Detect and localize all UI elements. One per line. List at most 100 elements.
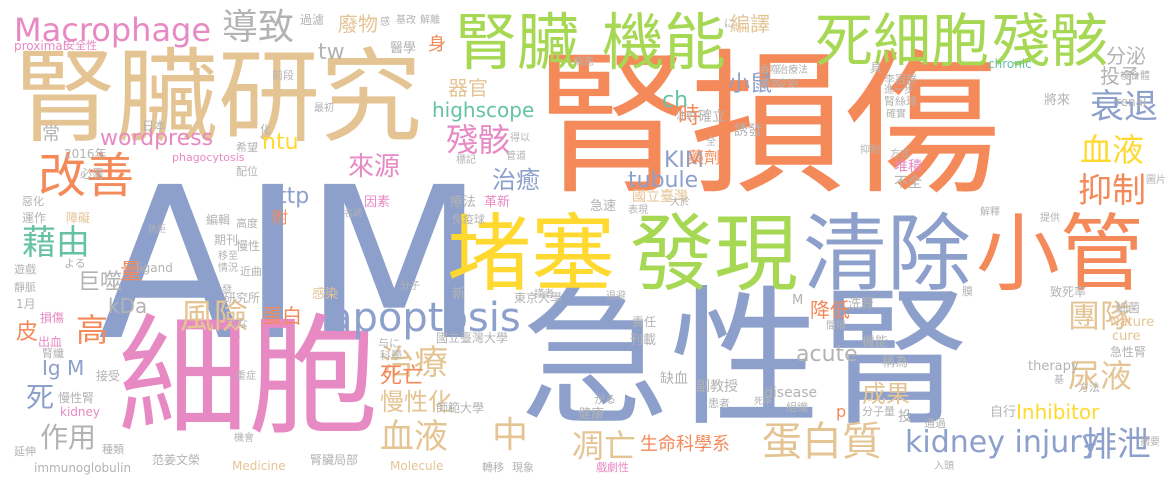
word-explain: 解釋: [980, 207, 1000, 218]
word-ch: ch: [662, 88, 689, 113]
word-bacteria: 細菌: [1116, 301, 1141, 315]
word-molecule: Molecule: [390, 459, 444, 473]
word-cure: 治癒: [492, 166, 540, 194]
word-evacuate: 退避: [606, 291, 626, 302]
word-pass: 通過: [924, 417, 946, 430]
word-cells: 細胞: [118, 301, 379, 453]
word-effect: 作用: [40, 421, 97, 454]
word-aim: AIM: [98, 142, 485, 387]
word-acute-kidney: 急性腎: [520, 273, 971, 447]
word-coordinate: 配位: [236, 165, 258, 178]
word-source: 來源: [348, 152, 401, 182]
word-attach: 附: [272, 208, 289, 227]
word-blood-1: 血液: [380, 417, 448, 457]
word-tissue: 組織: [786, 401, 808, 414]
word-macrophage: Macrophage: [14, 11, 212, 49]
word-protein-short: 蛋白: [262, 304, 302, 328]
word-severe: 重症: [236, 371, 256, 382]
word-apoptosis-zh: 凋亡: [572, 427, 637, 465]
word-highly: 高度: [236, 217, 258, 230]
word-able: 得以: [510, 133, 530, 144]
word-http: http: [264, 184, 310, 209]
word-induce: 誘發: [734, 123, 762, 139]
word-risk: 風險: [180, 297, 248, 337]
word-swallow: 吞噬: [760, 65, 780, 76]
word-proximal: proximal: [14, 39, 67, 53]
word-regular: 定期: [778, 79, 798, 90]
word-chronic: chronic: [988, 57, 1032, 71]
word-membrane: 膜: [962, 285, 973, 298]
word-operation: 運作: [22, 211, 47, 225]
word-chance: 機會: [234, 433, 254, 444]
word-ligand: ligand: [136, 261, 173, 275]
word-cure-en: cure: [1112, 329, 1141, 344]
word-original: 原本: [760, 79, 780, 90]
word-dialysis: 洗腎: [848, 297, 875, 312]
word-obstacle: 障礙: [66, 211, 91, 225]
word-science: 科學: [380, 349, 402, 362]
word-ntu-full: 國立臺灣大學: [436, 331, 509, 345]
word-blockage: 堵塞: [447, 205, 616, 303]
word-dramatic: 戲劇性: [596, 461, 629, 474]
word-ni: に: [724, 17, 735, 30]
word-first: 最初: [314, 103, 334, 114]
word-high: 高: [76, 311, 109, 349]
word-highscope: highscope: [432, 98, 535, 122]
word-kind: 種類: [102, 443, 124, 456]
word-insufficiency: 不全: [894, 175, 922, 191]
word-base: 基: [1054, 375, 1064, 386]
word-rapid: 急速: [590, 199, 617, 214]
word-all: 全: [706, 137, 716, 148]
word-chronic-zh: 慢性: [236, 239, 261, 253]
word-responsibility: 責任: [632, 315, 657, 329]
word-inhibitor: Inhibitor: [1016, 400, 1100, 424]
word-phago: 巨噬: [78, 270, 123, 295]
word-kidney-injury-en: kidney injury: [905, 425, 1100, 460]
word-immunoglobulin-zh: 免疫球: [452, 213, 485, 226]
word-die: 死: [26, 381, 55, 414]
word-game: 遊戲: [14, 263, 36, 276]
word-ischemia: 缺血: [660, 371, 688, 387]
word-ize: 化: [260, 123, 271, 136]
word-assoc-prof: 副教授: [696, 379, 738, 395]
word-secretion: 分泌: [1106, 44, 1146, 68]
word-extend: 延伸: [14, 445, 36, 458]
word-kda: kDa: [108, 294, 148, 318]
word-urine: 尿液: [1068, 357, 1133, 395]
word-akd: 急性腎: [1110, 345, 1147, 359]
word-feel: 感: [380, 17, 390, 28]
word-protein: 蛋白質: [762, 419, 882, 465]
word-igm: Ig M: [42, 356, 85, 380]
word-injection: 注射: [676, 111, 696, 122]
word-kidney: 腎臟: [455, 6, 580, 79]
word-medicine: 醫學: [390, 41, 417, 56]
word-edit: 編輯: [206, 213, 231, 227]
word-therapy-zh: 療法: [450, 195, 477, 210]
word-via: 藉由: [22, 223, 90, 263]
word-vein: 靜脈: [14, 281, 36, 294]
word-tubule-en: tubule: [628, 168, 699, 193]
word-normal-univ: 師範大學: [436, 401, 485, 415]
word-complex: 複合體: [1120, 71, 1150, 82]
word-provide: 提供: [1040, 213, 1060, 224]
word-chronicize: 慢性化: [380, 388, 452, 416]
word-renal: renal: [1116, 95, 1147, 109]
word-expression: 表現: [628, 205, 648, 216]
word-chronic-kidney: 慢性腎: [58, 391, 95, 405]
word-front: 前段: [272, 69, 294, 82]
word-waste: 廢物: [338, 12, 378, 36]
word-amount: 量: [120, 260, 143, 285]
word-factor: 因素: [364, 195, 391, 210]
word-death: 死亡: [380, 364, 425, 389]
word-modify: 基改: [396, 15, 416, 26]
word-nature: Nature: [1110, 315, 1155, 330]
word-skin: 皮: [16, 320, 39, 345]
word-time: 時: [678, 104, 701, 129]
word-disease: disease: [764, 385, 818, 401]
word-fatality: 致死率: [1050, 285, 1087, 299]
word-image: 圖片: [1146, 175, 1166, 186]
word-results: 成果: [862, 380, 910, 408]
word-establish: 確立: [698, 109, 726, 125]
word-have: 具: [870, 61, 883, 75]
